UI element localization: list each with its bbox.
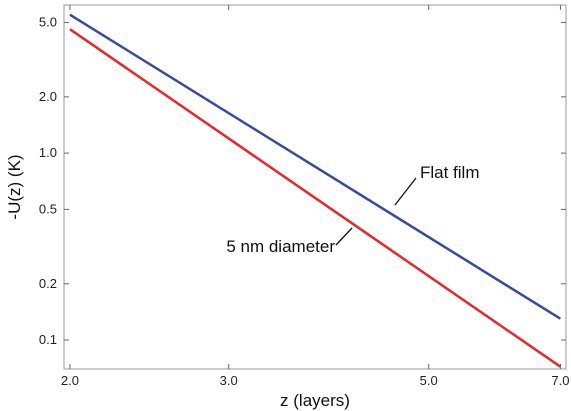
x-tick-label: 2.0 xyxy=(61,373,79,388)
y-axis-label: -U(z) (K) xyxy=(5,154,24,219)
ticks: 2.0 3.0 5.0 7.0 0.1 0.2 0.5 1.0 2.0 5.0 xyxy=(39,5,569,388)
y-tick-label: 0.5 xyxy=(39,201,57,216)
x-tick-label: 7.0 xyxy=(551,373,569,388)
y-tick-label: 0.2 xyxy=(39,276,57,291)
x-axis-label: z (layers) xyxy=(280,391,350,410)
annotation-leader-0 xyxy=(394,177,417,206)
series-group xyxy=(69,13,562,368)
y-tick-label: 5.0 xyxy=(39,14,57,29)
series-line-1 xyxy=(69,28,562,368)
y-tick-label: 2.0 xyxy=(39,89,57,104)
x-tick-label: 5.0 xyxy=(420,373,438,388)
annotation-label-1: 5 nm diameter xyxy=(226,237,335,256)
annotation-leader-1 xyxy=(335,227,353,246)
annotations: Flat film 5 nm diameter xyxy=(226,163,479,256)
annotation-label-0: Flat film xyxy=(420,163,480,182)
plot-frame xyxy=(63,4,567,370)
y-tick-label: 0.1 xyxy=(39,332,57,347)
y-tick-label: 1.0 xyxy=(39,145,57,160)
series-line-0 xyxy=(69,13,562,320)
x-tick-label: 3.0 xyxy=(220,373,238,388)
